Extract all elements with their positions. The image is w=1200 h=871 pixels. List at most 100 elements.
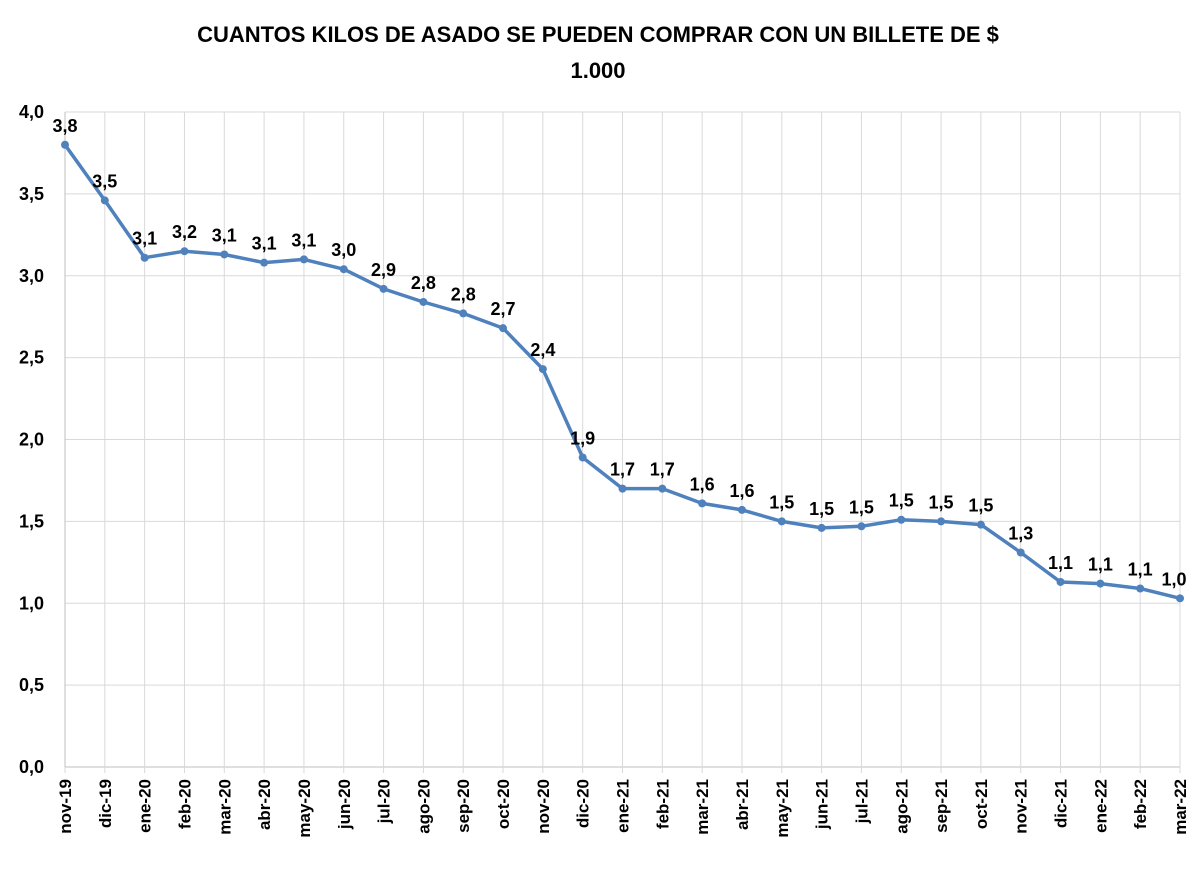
data-point <box>777 517 786 526</box>
data-label: 1,5 <box>809 499 834 519</box>
data-point <box>698 499 707 508</box>
chart-title-line-2: 1.000 <box>570 58 625 83</box>
x-tick-label: jun-21 <box>813 779 832 830</box>
data-point <box>857 522 866 531</box>
data-label: 1,7 <box>650 460 675 480</box>
x-axis-tick-labels: nov-19 dic-19 ene-20 feb-20 mar-20 abr-20 may-… <box>56 779 1190 838</box>
data-point <box>1016 548 1025 557</box>
data-point <box>897 515 906 524</box>
data-label: 1,5 <box>769 492 794 512</box>
x-tick-label: ene-20 <box>136 779 155 833</box>
data-label: 2,9 <box>371 260 396 280</box>
data-label: 3,5 <box>92 171 117 191</box>
y-axis-tick-labels: 0,0 0,5 1,0 1,5 2,0 2,5 3,0 3,5 4,0 <box>19 102 44 777</box>
x-tick-label: nov-21 <box>1012 779 1031 834</box>
data-label: 1,0 <box>1161 569 1186 589</box>
x-tick-label: may-20 <box>295 779 314 838</box>
y-tick-label: 2,0 <box>19 430 44 450</box>
x-tick-label: may-21 <box>773 779 792 838</box>
data-label: 3,2 <box>172 222 197 242</box>
x-tick-label: feb-22 <box>1131 779 1150 829</box>
x-tick-label: dic-21 <box>1052 779 1071 828</box>
data-label: 3,8 <box>52 116 77 136</box>
data-label: 1,7 <box>610 460 635 480</box>
x-tick-label: sep-20 <box>454 779 473 833</box>
data-point <box>419 297 428 306</box>
x-tick-label: mar-22 <box>1171 779 1190 835</box>
data-point <box>220 250 229 259</box>
data-point <box>61 140 69 149</box>
data-label: 1,1 <box>1128 560 1153 580</box>
data-label: 1,5 <box>849 497 874 517</box>
x-tick-label: jun-20 <box>335 779 354 830</box>
data-point <box>1096 579 1105 588</box>
x-tick-label: feb-20 <box>175 779 194 829</box>
data-point <box>578 453 587 462</box>
chart-title-line-1: CUANTOS KILOS DE ASADO SE PUEDEN COMPRAR… <box>197 22 999 47</box>
data-label: 3,1 <box>212 225 237 245</box>
x-tick-label: dic-20 <box>574 779 593 828</box>
data-point <box>180 247 189 256</box>
x-tick-label: sep-21 <box>932 779 951 833</box>
data-label: 1,9 <box>570 429 595 449</box>
x-tick-label: ago-21 <box>892 779 911 834</box>
y-tick-label: 2,5 <box>19 348 44 368</box>
data-point <box>618 484 627 493</box>
data-label: 2,8 <box>411 273 436 293</box>
data-point <box>817 523 826 532</box>
data-label: 3,0 <box>331 240 356 260</box>
data-point <box>1056 577 1065 586</box>
data-label: 1,6 <box>729 481 754 501</box>
data-point <box>1176 594 1184 603</box>
data-point <box>737 505 746 514</box>
x-tick-label: jul-20 <box>375 779 394 824</box>
data-point <box>140 253 149 262</box>
x-tick-label: oct-21 <box>972 779 991 829</box>
x-tick-label: abr-20 <box>255 779 274 830</box>
x-tick-label: nov-19 <box>56 779 75 834</box>
data-label: 1,5 <box>968 496 993 516</box>
x-tick-label: ene-22 <box>1091 779 1110 833</box>
data-label: 3,1 <box>252 234 277 254</box>
data-label: 2,8 <box>451 284 476 304</box>
data-point <box>538 365 547 374</box>
y-tick-label: 3,0 <box>19 266 44 286</box>
x-tick-label: mar-20 <box>215 779 234 835</box>
data-label: 1,3 <box>1008 523 1033 543</box>
data-point <box>499 324 508 333</box>
y-tick-label: 3,5 <box>19 184 44 204</box>
series <box>61 140 1184 603</box>
y-tick-label: 1,5 <box>19 511 44 531</box>
data-label: 3,1 <box>132 229 157 249</box>
x-tick-label: jul-21 <box>852 779 871 824</box>
x-tick-label: dic-19 <box>96 779 115 828</box>
data-label: 1,1 <box>1088 555 1113 575</box>
data-label: 2,4 <box>530 340 555 360</box>
data-point <box>299 255 308 264</box>
x-tick-label: oct-20 <box>494 779 513 829</box>
y-tick-label: 4,0 <box>19 102 44 122</box>
data-label: 1,5 <box>889 491 914 511</box>
data-label: 1,1 <box>1048 553 1073 573</box>
data-point <box>937 517 946 526</box>
data-point <box>339 265 348 274</box>
data-label: 1,6 <box>690 474 715 494</box>
x-tick-label: abr-21 <box>733 779 752 830</box>
x-tick-label: ago-20 <box>414 779 433 834</box>
data-point <box>459 309 468 318</box>
data-labels: 3,8 3,5 3,1 3,2 3,1 3,1 3,1 3,0 2,9 2,8 2,8 2,7 2,4 1… <box>52 116 1186 590</box>
data-label: 3,1 <box>291 230 316 250</box>
data-point <box>658 484 667 493</box>
data-point <box>976 520 985 529</box>
data-point <box>1136 584 1145 593</box>
data-point <box>260 258 269 267</box>
data-label: 2,7 <box>491 299 516 319</box>
y-tick-label: 0,0 <box>19 757 44 777</box>
x-tick-label: mar-21 <box>693 779 712 835</box>
x-tick-label: nov-20 <box>534 779 553 834</box>
data-point <box>379 284 388 293</box>
x-tick-label: ene-21 <box>614 779 633 833</box>
x-tick-label: feb-21 <box>653 779 672 829</box>
gridlines <box>64 111 1181 773</box>
